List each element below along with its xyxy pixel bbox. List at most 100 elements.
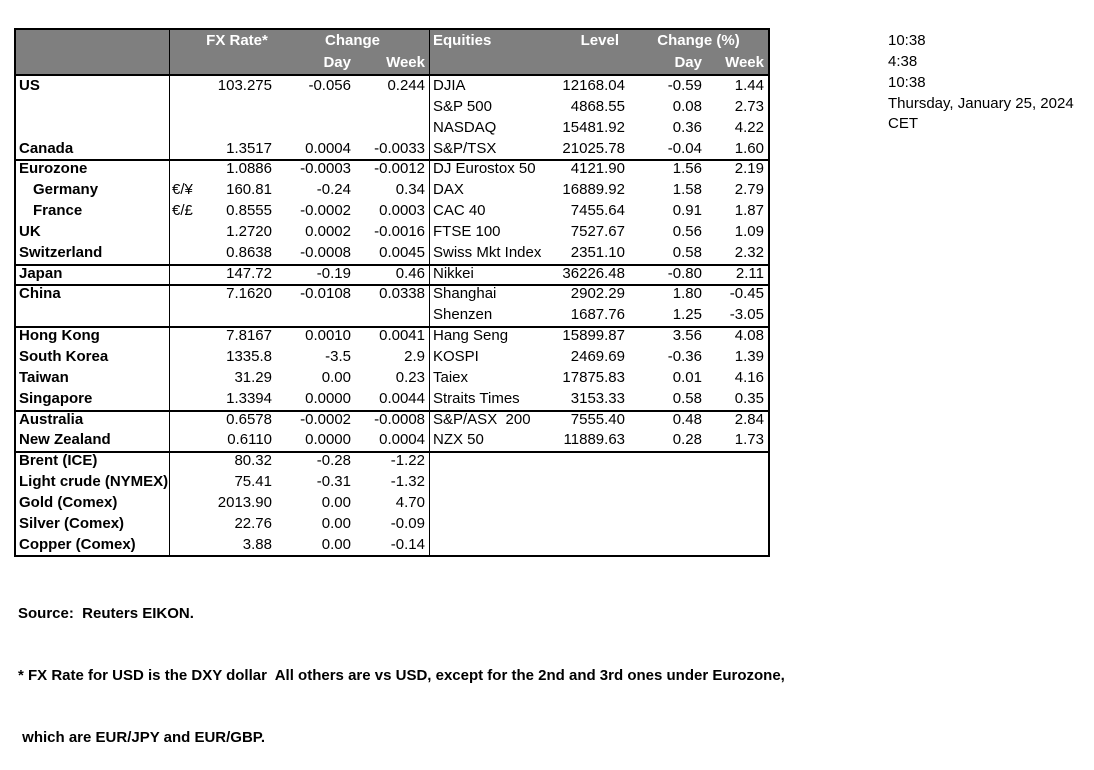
fx-name-cell: Germany xyxy=(16,180,170,202)
fx-change-week-cell: 0.0003 xyxy=(355,201,430,222)
equity-name-cell: Shanghai xyxy=(433,285,497,303)
fx-change-day-cell: -0.056 xyxy=(308,77,351,94)
fx-pair-symbol-cell xyxy=(170,493,198,514)
fx-rate-cell: 0.8555 xyxy=(226,202,272,220)
table-row: France €/£ 0.8555 -0.0002 0.0003 CAC 40 7455.6… xyxy=(16,201,768,222)
fx-change-day-cell xyxy=(276,118,355,139)
equity-name-cell xyxy=(430,451,542,472)
equity-level-cell: 3153.33 xyxy=(570,389,625,407)
fx-change-week-cell: -0.0016 xyxy=(355,221,430,243)
fx-pair-symbol-cell xyxy=(170,514,198,535)
fx-change-day-cell: 0.00 xyxy=(321,368,351,386)
equity-name-cell: KOSPI xyxy=(433,347,479,365)
fx-name-cell: Eurozone xyxy=(16,159,170,181)
fx-name-cell: Canada xyxy=(16,138,170,160)
section-china: China 7.1620 -0.0108 0.0338 Shanghai 2902.29 1… xyxy=(16,284,768,327)
section-commodities: Brent (ICE) 80.32 -0.28 -1.22 Light crude (N… xyxy=(16,451,768,556)
equity-change-day-cell xyxy=(629,535,706,556)
fx-pair-symbol-cell xyxy=(170,368,198,389)
equity-level-cell: 1687.76 xyxy=(570,306,625,324)
equity-change-week-cell xyxy=(706,514,768,535)
fx-change-day-cell: -0.24 xyxy=(316,181,351,199)
fx-name-cell: Switzerland xyxy=(16,242,170,264)
equity-change-week-cell: 2.73 xyxy=(734,97,764,115)
table-row: Shenzen 1687.76 1.25 -3.05 xyxy=(16,305,768,327)
equity-change-day-cell: -0.36 xyxy=(667,347,702,365)
fx-name-cell: France xyxy=(16,201,170,222)
fx-change-day-cell: 0.0004 xyxy=(305,139,351,157)
equity-change-week-cell xyxy=(706,493,768,514)
header-blank-cell xyxy=(16,30,170,52)
equity-name-cell: Swiss Mkt Index xyxy=(433,243,542,261)
fx-rate-cell: 0.8638 xyxy=(226,243,272,261)
table-row: Switzerland 0.8638 -0.0008 0.0045 Swiss Mkt … xyxy=(16,242,768,264)
fx-name-cell: Gold (Comex) xyxy=(16,492,170,514)
equity-name-cell: DJ Eurostox 50 xyxy=(433,160,536,178)
table-row: Japan 147.72 -0.19 0.46 Nikkei 36226.48 -0.80 2… xyxy=(16,263,768,285)
fx-rate-cell: 7.1620 xyxy=(226,285,272,303)
fx-change-day-cell: 0.0010 xyxy=(305,327,351,345)
header-blank-sym-cell xyxy=(170,30,198,52)
fx-change-day-cell: -0.0008 xyxy=(300,243,351,261)
fx-change-day-cell: -0.0002 xyxy=(300,410,351,428)
equity-change-week-cell: 4.16 xyxy=(734,368,764,386)
fx-change-day-cell: 0.0000 xyxy=(305,431,351,449)
fx-change-week-cell: 0.0004 xyxy=(355,430,430,452)
fx-pair-symbol-cell xyxy=(170,326,198,347)
fx-change-day-cell xyxy=(276,97,355,118)
header-blank-eq-cell xyxy=(430,52,542,74)
fx-change-day-cell: -0.0108 xyxy=(300,285,351,303)
equity-name-cell: DJIA xyxy=(433,77,466,94)
fx-change-week-cell xyxy=(355,117,430,139)
fx-name-cell xyxy=(16,96,170,118)
section-europe: Eurozone 1.0886 -0.0003 -0.0012 DJ Eurostox … xyxy=(16,159,768,264)
equity-change-day-cell: 0.56 xyxy=(672,222,702,240)
fx-name-cell: US xyxy=(16,76,170,97)
table-header: FX Rate* Change Equities Level Change (%… xyxy=(16,30,768,76)
equity-change-week-cell: 2.32 xyxy=(734,243,764,261)
equity-level-cell: 7455.64 xyxy=(570,202,625,220)
fx-name-cell xyxy=(16,305,170,327)
equity-change-week-cell: 2.79 xyxy=(734,181,764,199)
section-japan: Japan 147.72 -0.19 0.46 Nikkei 36226.48 -0.80 2… xyxy=(16,263,768,285)
table-header-row-1: FX Rate* Change Equities Level Change (%… xyxy=(16,30,768,52)
equity-name-cell: NASDAQ xyxy=(433,118,497,136)
equity-change-week-cell: 4.22 xyxy=(734,118,764,136)
equity-name-cell: DAX xyxy=(433,181,464,199)
equity-change-day-cell: -0.04 xyxy=(667,139,702,157)
equity-level-cell: 11889.63 xyxy=(563,431,625,449)
table-row: S&P 500 4868.55 0.08 2.73 xyxy=(16,96,768,118)
equity-level-cell: 21025.78 xyxy=(562,139,625,157)
fx-pair-symbol-cell: €/£ xyxy=(172,202,193,220)
fx-name-cell: Taiwan xyxy=(16,367,170,389)
fx-rate-cell: 147.72 xyxy=(226,264,272,282)
section-oceania: Australia 0.6578 -0.0002 -0.0008 S&P/ASX 200… xyxy=(16,409,768,452)
header-level: Level xyxy=(580,32,619,49)
equity-level-cell: 2351.10 xyxy=(570,243,625,261)
equity-name-cell: Shenzen xyxy=(433,306,493,324)
header-eq-day: Day xyxy=(674,54,702,71)
equity-change-day-cell: 1.25 xyxy=(672,306,702,324)
fx-pair-symbol-cell xyxy=(170,451,198,472)
fx-pair-symbol-cell xyxy=(170,264,198,285)
fx-name-cell: Australia xyxy=(16,409,170,431)
section-us-canada: US 103.275 -0.056 0.244 DJIA 12168.04 -0.59 1.4… xyxy=(16,76,768,160)
equity-level-cell: 15899.87 xyxy=(562,327,625,345)
timestamp-line: 4:38 xyxy=(888,52,918,70)
fx-change-week-cell: -0.0012 xyxy=(355,159,430,181)
equity-name-cell: S&P 500 xyxy=(433,97,492,115)
fx-pair-symbol-cell xyxy=(170,76,198,97)
fx-change-day-cell: 0.00 xyxy=(321,493,351,511)
equity-change-week-cell: 2.19 xyxy=(734,160,764,178)
equity-change-day-cell: 0.08 xyxy=(672,97,702,115)
equity-change-day-cell xyxy=(629,472,706,493)
fx-change-week-cell: 0.23 xyxy=(355,367,430,389)
fx-name-cell: Japan xyxy=(16,263,170,285)
equity-change-day-cell: 1.80 xyxy=(672,285,702,303)
footnotes: Source: Reuters EIKON. * FX Rate for USD… xyxy=(18,562,785,770)
fx-change-week-cell: 2.9 xyxy=(355,346,430,368)
table-row: Eurozone 1.0886 -0.0003 -0.0012 DJ Eurostox … xyxy=(16,159,768,181)
equity-level-cell: 17875.83 xyxy=(562,368,625,386)
fx-change-week-cell: 0.244 xyxy=(355,76,430,97)
header-fx-week: Week xyxy=(355,52,430,74)
